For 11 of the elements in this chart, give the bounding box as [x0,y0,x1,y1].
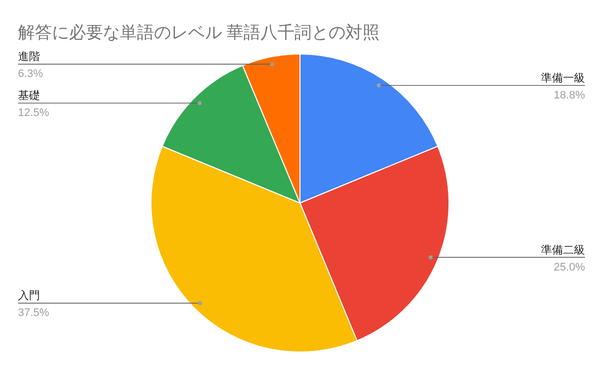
data-label: 18.8% [554,89,586,102]
slice-label: 準備二級 [541,244,585,256]
slice-label: 進階 [18,51,40,64]
slice-label: 入門 [18,289,40,302]
chart-title: 解答に必要な単語のレベル 華語八千詞との対照 [18,23,380,42]
data-label: 25.0% [554,261,586,274]
slice-label: 基礎 [18,89,40,102]
data-label: 37.5% [18,307,50,320]
data-label: 12.5% [18,107,50,120]
data-label: 6.3% [18,68,44,80]
slice-label: 準備一級 [541,72,585,84]
